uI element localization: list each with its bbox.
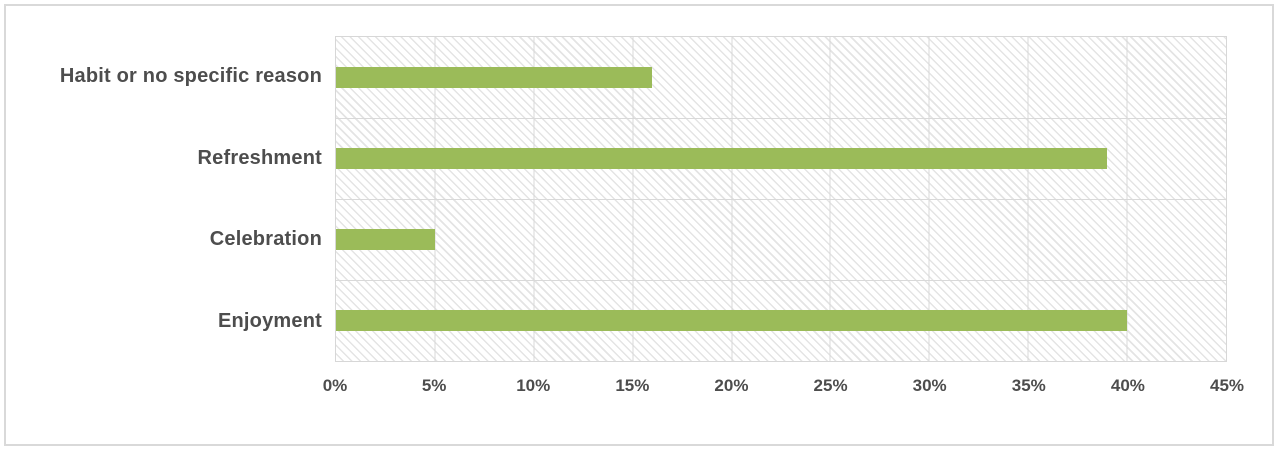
bar-row xyxy=(336,280,1226,361)
category-label: Refreshment xyxy=(197,146,322,169)
x-axis-tick-label: 40% xyxy=(1110,376,1145,395)
x-axis-tick-label: 35% xyxy=(1011,376,1046,395)
category-label: Enjoyment xyxy=(217,309,322,332)
horizontal-gridline xyxy=(336,199,1226,200)
x-axis-tick-label: 30% xyxy=(912,376,947,395)
horizontal-gridline xyxy=(336,118,1226,119)
horizontal-gridline xyxy=(336,280,1226,281)
bar-enjoyment xyxy=(336,310,1128,331)
x-axis-tick-label: 5% xyxy=(421,376,447,395)
bar-refreshment xyxy=(336,148,1108,169)
x-axis-tick-label: 0% xyxy=(322,376,348,395)
x-axis-tick-label: 45% xyxy=(1209,376,1245,395)
x-axis-tick-labels: 0% 5% 10% 15% 20% 25% 30% 35% 40% 45% xyxy=(323,372,1244,402)
plot-area xyxy=(335,36,1227,362)
category-label: Celebration xyxy=(209,228,322,251)
bar-row xyxy=(336,118,1226,199)
x-axis-tick-label: 20% xyxy=(714,376,749,395)
bar-row xyxy=(336,199,1226,280)
bar-celebration xyxy=(336,229,435,250)
y-axis-category-labels: Habit or no specific reason Refreshment Ce… xyxy=(20,36,322,362)
bar-row xyxy=(336,37,1226,118)
x-axis-tick-label: 25% xyxy=(813,376,848,395)
x-axis-tick-label: 15% xyxy=(615,376,650,395)
x-axis-tick-label: 10% xyxy=(516,376,551,395)
category-label: Habit or no specific reason xyxy=(59,65,322,88)
bar-habit-or-no-specific-reason xyxy=(336,67,653,88)
